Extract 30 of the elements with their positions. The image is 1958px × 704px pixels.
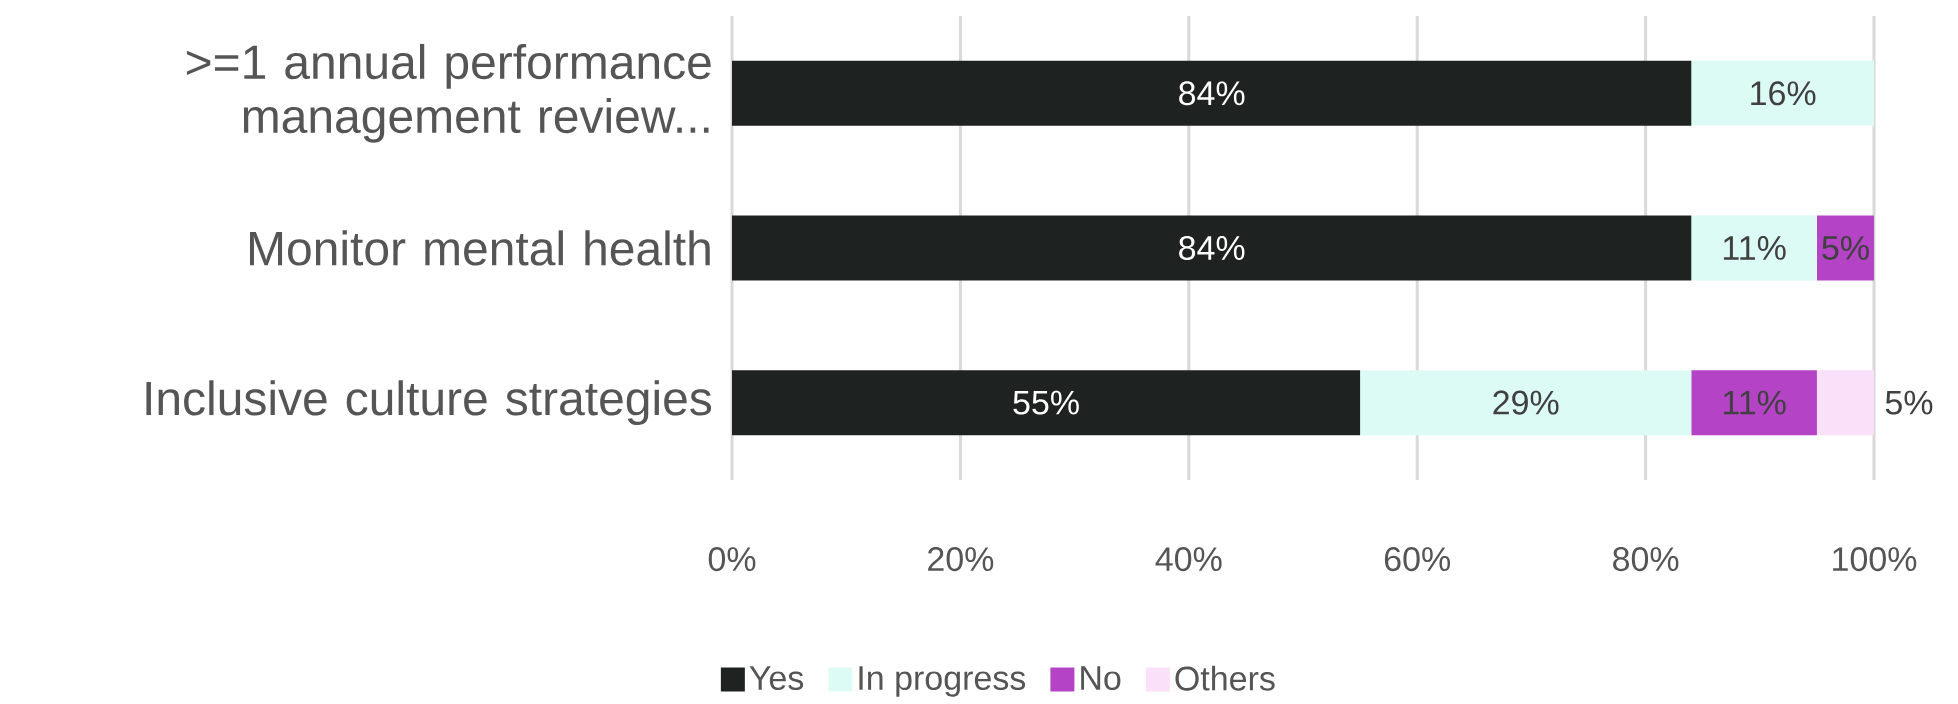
data-label: 55% [1013, 390, 1079, 415]
data-label: 11% [1723, 390, 1786, 415]
bar [1360, 370, 1692, 436]
x-tick-label: 20% [928, 547, 994, 572]
bar [1816, 370, 1875, 436]
x-tick-label: 40% [1155, 547, 1222, 572]
x-tick-label: 60% [1384, 547, 1450, 572]
y-tick-label: >=1 annual performance management review... [186, 43, 711, 143]
legend-label: In progress [859, 666, 1026, 697]
legend-label: No [1081, 666, 1121, 691]
data-label: 29% [1493, 390, 1559, 415]
legend-label: Others [1175, 665, 1275, 691]
data-label: 5% [1822, 236, 1869, 260]
legend-label: Yes [749, 666, 804, 691]
x-tick-label: 80% [1613, 547, 1679, 572]
y-tick-label: Inclusive culture strategies [146, 380, 712, 426]
bar [1691, 215, 1817, 281]
data-label: 84% [1179, 81, 1245, 106]
data-label: 11% [1723, 236, 1786, 260]
data-label: 16% [1751, 81, 1816, 106]
bar [732, 60, 1692, 126]
bar [1691, 370, 1817, 436]
bar [732, 215, 1692, 281]
x-tick-label: 0% [708, 547, 756, 572]
data-label: 84% [1179, 235, 1245, 261]
bar [1691, 60, 1875, 126]
bar [732, 370, 1361, 436]
data-label: 5% [1885, 390, 1933, 415]
y-tick-label: Monitor mental health [249, 230, 710, 266]
x-tick-label: 100% [1833, 547, 1917, 572]
